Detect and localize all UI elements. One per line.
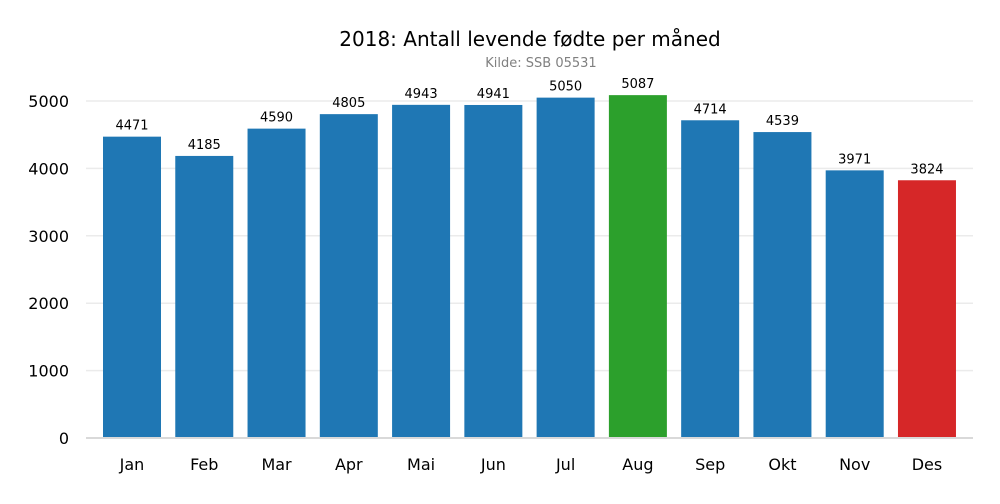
y-tick-label: 1000 <box>28 362 69 381</box>
x-tick-label: Okt <box>768 455 796 474</box>
bar-nov <box>825 170 884 438</box>
x-tick-label: Aug <box>622 455 653 474</box>
bars <box>103 95 956 439</box>
bar-mar <box>247 128 306 438</box>
bar-jan <box>103 136 161 438</box>
data-label: 4471 <box>115 119 148 134</box>
data-label: 4539 <box>766 114 799 129</box>
x-tick-label: Feb <box>190 455 218 474</box>
data-label: 4805 <box>332 96 365 111</box>
data-label: 4943 <box>405 87 438 102</box>
bar-okt <box>753 132 812 438</box>
data-label: 5050 <box>549 80 582 95</box>
gridlines <box>86 100 973 372</box>
y-tick-label: 5000 <box>28 92 69 111</box>
x-axis: Jan Feb Mar Apr Mai Jun Jul Aug Sep Okt Nov Des <box>119 455 943 474</box>
x-tick-label: Jan <box>119 455 145 474</box>
bar-feb <box>175 155 234 438</box>
data-labels: 4471 4185 4590 4805 4943 4941 5050 5087 4714 4539… <box>115 77 943 177</box>
x-tick-label: Sep <box>695 455 725 474</box>
x-tick-label: Mar <box>261 455 292 474</box>
bar-apr <box>319 114 378 438</box>
x-tick-label: Apr <box>335 455 363 474</box>
y-tick-label: 2000 <box>28 294 69 313</box>
chart-title: 2018: Antall levende fødte per måned <box>339 27 720 51</box>
bar-sep <box>681 120 740 438</box>
data-label: 4185 <box>188 138 221 153</box>
y-axis: 0 1000 2000 3000 4000 5000 <box>28 92 69 448</box>
data-label: 4941 <box>477 87 510 102</box>
y-tick-label: 3000 <box>28 227 69 246</box>
bar-jul <box>536 97 595 438</box>
y-tick-label: 0 <box>59 429 69 448</box>
data-label: 4590 <box>260 111 293 126</box>
bar-jun <box>464 104 523 439</box>
x-tick-label: Mai <box>407 455 435 474</box>
bar-mai <box>392 104 451 438</box>
x-tick-label: Jul <box>555 455 575 474</box>
chart-subtitle: Kilde: SSB 05531 <box>485 56 596 71</box>
y-tick-label: 4000 <box>28 159 69 178</box>
data-label: 5087 <box>621 77 654 92</box>
data-label: 4714 <box>694 102 727 117</box>
bar-aug <box>608 95 667 438</box>
x-tick-label: Jun <box>480 455 506 474</box>
bar-des <box>897 180 956 439</box>
data-label: 3824 <box>910 162 943 177</box>
x-tick-label: Des <box>912 455 943 474</box>
x-tick-label: Nov <box>839 455 870 474</box>
data-label: 3971 <box>838 152 871 167</box>
